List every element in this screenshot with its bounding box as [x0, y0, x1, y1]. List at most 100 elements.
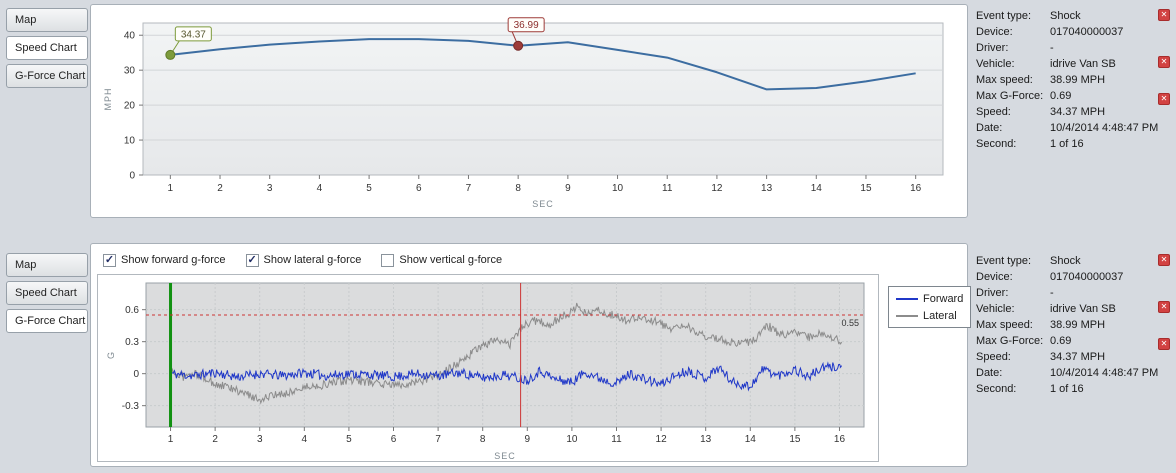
info-value-device: 017040000037: [1050, 271, 1124, 283]
checkbox-show-vertical-g-force[interactable]: Show vertical g-force: [381, 253, 503, 267]
tab-map[interactable]: Map: [6, 253, 88, 277]
svg-text:5: 5: [366, 183, 372, 194]
svg-text:11: 11: [611, 434, 622, 445]
svg-text:11: 11: [662, 183, 673, 194]
info-value-second: 1 of 16: [1050, 138, 1084, 150]
svg-text:10: 10: [124, 136, 136, 147]
svg-text:4: 4: [317, 183, 323, 194]
chart-legend: Forward Lateral: [888, 286, 972, 328]
svg-text:3: 3: [267, 183, 273, 194]
info-value-driver: -: [1050, 42, 1054, 54]
svg-text:1: 1: [168, 183, 174, 194]
checkbox-label: Show vertical g-force: [399, 254, 503, 266]
svg-text:0.55: 0.55: [841, 318, 859, 328]
lateral-line-swatch: [896, 314, 918, 317]
info-value-vehicle: idrive Van SB: [1050, 58, 1116, 70]
svg-text:36.99: 36.99: [514, 20, 539, 31]
svg-text:0.6: 0.6: [125, 305, 139, 316]
g-force-options-row: ✓ Show forward g-force ✓ Show lateral g-…: [97, 248, 961, 272]
svg-text:7: 7: [466, 183, 472, 194]
checkbox-box[interactable]: [381, 253, 395, 267]
g-force-chart-frame: 1 2 3 4 5 6 7 8 9 10 11 12 13 14 15 16 -0.3 0 0.3 0.6 SEC G 0.…: [97, 274, 879, 462]
svg-text:5: 5: [346, 434, 352, 445]
svg-text:3: 3: [257, 434, 263, 445]
svg-text:12: 12: [711, 183, 723, 194]
checkbox-box[interactable]: ✓: [245, 253, 259, 267]
checkbox-box[interactable]: ✓: [103, 253, 116, 267]
info-row-speed: Speed: 34.37 MPH: [976, 349, 1174, 365]
info-value-date: 10/4/2014 4:48:47 PM: [1050, 122, 1159, 134]
info-value-device: 017040000037: [1050, 26, 1124, 38]
g-force-chart[interactable]: 1 2 3 4 5 6 7 8 9 10 11 12 13 14 15 16-0.300.30.6SECG0.…: [98, 275, 878, 461]
speed-chart-panel: 0 10 20 30 40 1 2 3 4 5 6 7 8 9 10 11 12 13 14 15 16 SEC MPH 34…: [90, 4, 968, 218]
tab-speed-chart[interactable]: Speed Chart: [6, 281, 88, 305]
info-value-vehicle: idrive Van SB: [1050, 303, 1116, 315]
bottom-tab-list: Map Speed Chart G-Force Chart: [6, 253, 88, 337]
info-row-max-speed: Max speed: 38.99 MPH: [976, 72, 1174, 88]
g-force-chart-panel: ✓ Show forward g-force ✓ Show lateral g-…: [90, 243, 972, 467]
info-row-date: Date: 10/4/2014 4:48:47 PM: [976, 365, 1174, 381]
checkbox-show-forward-g-force[interactable]: ✓ Show forward g-force: [103, 253, 226, 267]
info-row-device: Device: 017040000037: [976, 269, 1174, 285]
checkbox-show-lateral-g-force[interactable]: ✓ Show lateral g-force: [245, 253, 362, 267]
svg-text:13: 13: [761, 183, 773, 194]
svg-text:6: 6: [391, 434, 397, 445]
svg-text:40: 40: [124, 31, 136, 42]
info-value-event-type: Shock: [1050, 255, 1081, 267]
forward-line-swatch: [896, 297, 918, 300]
svg-text:14: 14: [745, 434, 757, 445]
info-value-date: 10/4/2014 4:48:47 PM: [1050, 367, 1159, 379]
svg-text:9: 9: [565, 183, 571, 194]
info-row-driver: Driver: -: [976, 40, 1174, 56]
tab-g-force-chart[interactable]: G-Force Chart: [6, 64, 88, 88]
svg-text:2: 2: [217, 183, 223, 194]
svg-text:14: 14: [811, 183, 823, 194]
svg-text:2: 2: [212, 434, 218, 445]
info-value-speed: 34.37 MPH: [1050, 351, 1106, 363]
checkbox-label: Show forward g-force: [121, 254, 226, 266]
close-icon[interactable]: ✕: [1158, 254, 1170, 266]
svg-text:7: 7: [435, 434, 441, 445]
info-value-speed: 34.37 MPH: [1050, 106, 1106, 118]
legend-item-lateral: Lateral: [896, 307, 963, 324]
legend-label: Lateral: [923, 309, 957, 322]
svg-text:4: 4: [302, 434, 308, 445]
tab-g-force-chart[interactable]: G-Force Chart: [6, 309, 88, 333]
checkbox-label: Show lateral g-force: [263, 254, 362, 266]
info-value-second: 1 of 16: [1050, 383, 1084, 395]
close-icon[interactable]: ✕: [1158, 93, 1170, 105]
legend-label: Forward: [923, 292, 964, 305]
tab-speed-chart[interactable]: Speed Chart: [6, 36, 88, 60]
info-value-max-speed: 38.99 MPH: [1050, 74, 1106, 86]
svg-text:SEC: SEC: [532, 199, 554, 209]
event-info-panel-bottom: Event type: Shock Device: 017040000037 Dri…: [976, 253, 1174, 403]
g-force-chart-section: Map Speed Chart G-Force Chart ✓ Show for…: [0, 237, 1176, 473]
tab-map[interactable]: Map: [6, 8, 88, 32]
svg-text:13: 13: [700, 434, 712, 445]
info-row-vehicle: Vehicle: idrive Van SB: [976, 56, 1174, 72]
top-tab-list: Map Speed Chart G-Force Chart: [6, 8, 88, 92]
svg-text:-0.3: -0.3: [122, 401, 140, 412]
event-info-panel-top: Event type: Shock Device: 017040000037 Dri…: [976, 8, 1174, 158]
close-icon[interactable]: ✕: [1158, 9, 1170, 21]
svg-text:8: 8: [515, 183, 521, 194]
svg-text:30: 30: [124, 66, 136, 77]
info-row-second: Second: 1 of 16: [976, 381, 1174, 397]
svg-text:SEC: SEC: [494, 451, 516, 461]
info-row-max-g-force: Max G-Force: 0.69: [976, 88, 1174, 104]
info-row-date: Date: 10/4/2014 4:48:47 PM: [976, 120, 1174, 136]
svg-text:10: 10: [566, 434, 578, 445]
info-value-max-g-force: 0.69: [1050, 335, 1072, 347]
legend-item-forward: Forward: [896, 290, 963, 307]
svg-text:0.3: 0.3: [125, 337, 139, 348]
svg-text:10: 10: [612, 183, 624, 194]
svg-text:16: 16: [910, 183, 922, 194]
info-row-event-type: Event type: Shock: [976, 8, 1174, 24]
svg-text:15: 15: [860, 183, 872, 194]
svg-text:8: 8: [480, 434, 486, 445]
close-icon[interactable]: ✕: [1158, 56, 1170, 68]
close-icon[interactable]: ✕: [1158, 301, 1170, 313]
close-icon[interactable]: ✕: [1158, 338, 1170, 350]
